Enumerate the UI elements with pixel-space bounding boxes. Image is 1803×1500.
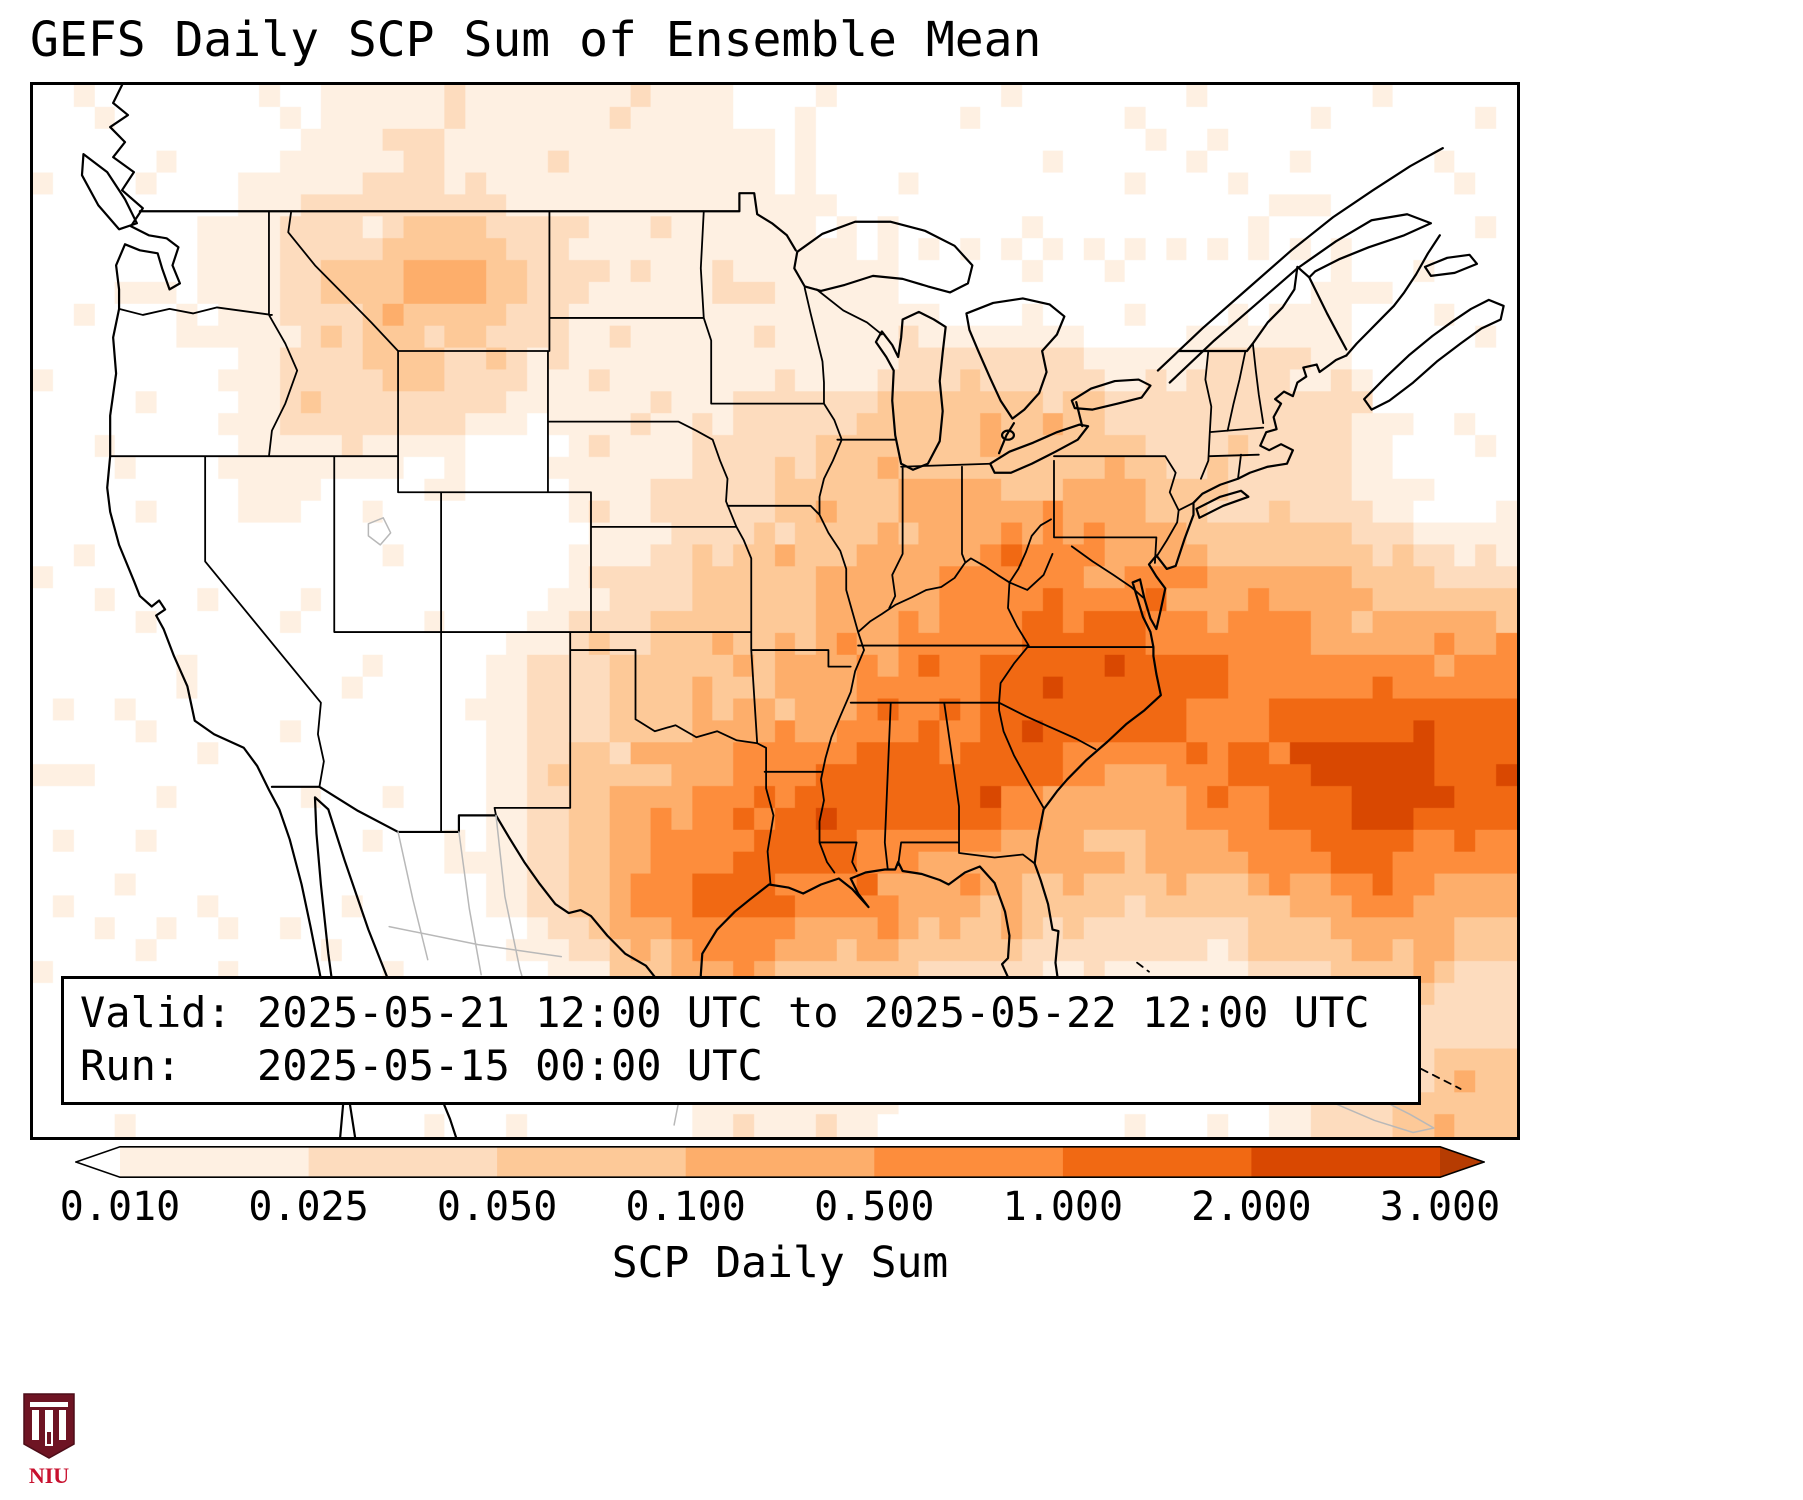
prince-edward-island-path [1425,255,1477,276]
niu-castle-tower-icon [45,1410,53,1446]
colorbar-segment [1062,1146,1252,1178]
colorbar-tick-label: 3.000 [1379,1184,1501,1230]
long-island-path [1196,491,1248,518]
run-time-text: Run: 2025-05-15 00:00 UTC [80,1040,763,1090]
colorbar-tick-label: 0.500 [814,1184,935,1230]
state-borders-path [110,211,1263,884]
colorbar [75,1146,1485,1178]
colorbar-tick-label: 0.025 [248,1184,369,1230]
colorbar-over-arrow [1440,1146,1485,1178]
colorbar-under-arrow [75,1146,120,1178]
great-salt-lake-path [368,518,390,545]
valid-range-text: Valid: 2025-05-21 12:00 UTC to 2025-05-2… [80,988,1370,1037]
coastline-gulf-atlantic-path [496,356,1346,1046]
us-mexico-border-path [272,787,496,832]
colorbar-segment [120,1146,309,1178]
niu-castle-icon [30,1402,68,1407]
great-lakes-path [794,222,1150,473]
colorbar-axis-label: SCP Daily Sum [611,1238,949,1288]
colorbar-segment [308,1146,498,1178]
map-panel: Valid: 2025-05-21 12:00 UTC to 2025-05-2… [30,82,1520,1140]
niu-castle-tower-icon [59,1410,66,1440]
canada-border-east-path [1179,267,1347,351]
niu-castle-tower-icon [32,1410,39,1440]
colorbar-segment [874,1146,1064,1178]
colorbar-tick-label: 0.050 [436,1184,558,1230]
colorbar-tick-label: 0.100 [625,1184,746,1230]
nova-scotia-path [1364,300,1503,410]
colorbar-segment [497,1146,687,1178]
validity-info-box: Valid: 2025-05-21 12:00 UTC to 2025-05-2… [61,976,1421,1105]
colorbar-outline [75,1146,1485,1178]
colorbar-segment [685,1146,875,1178]
vancouver-island-path [82,154,137,229]
figure-title: GEFS Daily SCP Sum of Ensemble Mean [30,12,1042,68]
st-lawrence-north-shore-path [1158,148,1443,370]
niu-logo: NIU [23,1393,75,1488]
niu-castle-door-icon [47,1432,51,1444]
gaspe-coast-path [1170,214,1431,382]
niu-logo-text: NIU [29,1463,69,1488]
colorbar-tick-label: 1.000 [1002,1184,1124,1230]
colorbar-tick-label: 0.010 [59,1184,181,1230]
scp-heatmap-canvas [33,85,1517,1137]
new-brunswick-coast-path [1346,235,1439,355]
colorbar-tick-label: 2.000 [1191,1184,1312,1230]
mexico-internal-borders-path [389,815,698,1125]
canada-border-west-path [140,193,796,250]
colorbar-segment [1251,1146,1440,1178]
